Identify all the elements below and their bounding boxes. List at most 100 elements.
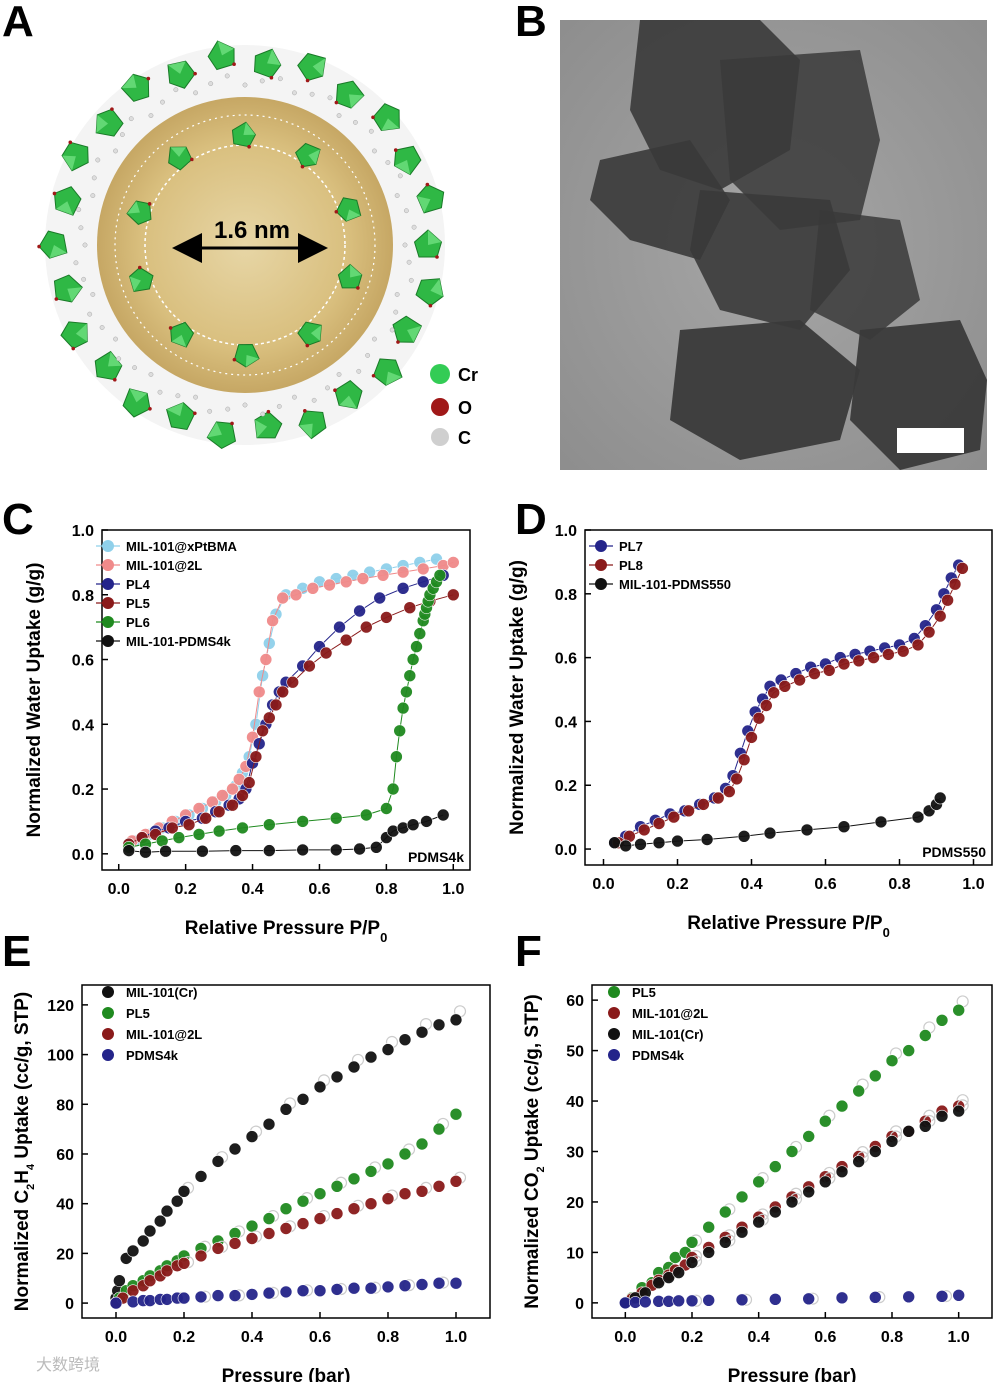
data-point <box>211 1289 225 1302</box>
pore-diameter-label: 1.6 nm <box>214 217 290 244</box>
data-point <box>296 1284 310 1297</box>
data-point <box>700 833 714 846</box>
data-point <box>262 844 276 857</box>
carbon-atom <box>132 365 137 371</box>
x-axis-title: Relative Pressure P/P0 <box>185 918 388 945</box>
data-point <box>896 644 910 658</box>
carbon-atom <box>309 91 315 97</box>
legend-marker <box>595 559 607 571</box>
data-point <box>835 1099 849 1113</box>
data-point <box>396 581 410 595</box>
data-point <box>768 1160 782 1173</box>
x-tick-label: 0.2 <box>681 1329 703 1346</box>
data-point <box>109 1296 123 1310</box>
data-point <box>802 1292 816 1306</box>
y-tick-label: 40 <box>566 1094 584 1111</box>
data-point <box>262 1227 276 1240</box>
carbon-atom <box>113 336 118 342</box>
data-point <box>449 1276 463 1290</box>
x-tick-label: 0.6 <box>308 881 330 898</box>
data-point <box>785 1145 799 1158</box>
data-point <box>415 1025 429 1039</box>
data-point <box>885 1054 899 1067</box>
data-point <box>236 789 249 802</box>
x-tick-label: 0.4 <box>740 876 762 893</box>
data-point <box>672 1294 686 1308</box>
data-point <box>330 1070 344 1084</box>
legend-marker <box>102 578 114 590</box>
y-tick-label: 0.8 <box>555 587 577 604</box>
series-line <box>128 575 441 848</box>
y-tick-label: 0.6 <box>72 653 94 670</box>
oxygen-atom <box>232 357 237 362</box>
y-axis-title-end: Uptake (cc/g, STP) <box>522 994 543 1166</box>
data-point <box>637 823 651 837</box>
cr-octahedron-face <box>255 419 268 438</box>
carbon-atom <box>325 385 330 391</box>
data-point <box>752 1215 766 1229</box>
data-point <box>228 1237 242 1250</box>
y-axis-title-subscript: 2 <box>25 1184 37 1190</box>
data-point <box>652 836 666 850</box>
data-point <box>432 1122 446 1136</box>
data-point <box>449 1013 463 1027</box>
data-point <box>671 834 684 848</box>
y-tick-label: 1.0 <box>555 523 577 540</box>
data-point <box>882 648 895 661</box>
carbon-atom <box>311 397 317 403</box>
cr-octahedron-face <box>381 118 400 131</box>
legend-label: MIL-101@2L <box>126 1027 202 1042</box>
plot-frame <box>101 529 471 871</box>
cr-octahedron-face <box>308 149 321 165</box>
data-point <box>376 568 390 582</box>
data-point <box>668 1251 682 1264</box>
y-tick-label: 60 <box>56 1147 74 1164</box>
data-point <box>400 685 413 699</box>
series-pl5 <box>618 995 969 1310</box>
carbon-atom <box>95 157 101 163</box>
y-tick-label: 40 <box>56 1197 74 1214</box>
cr-octahedron-face <box>350 264 362 278</box>
oxygen-atom <box>334 100 339 105</box>
legend-o-dot <box>431 398 449 416</box>
data-point <box>313 1187 327 1200</box>
data-point <box>139 845 152 859</box>
data-point <box>380 611 393 624</box>
data-point <box>364 1197 378 1210</box>
y-tick-label: 0.6 <box>555 651 577 668</box>
carbon-atom <box>78 225 84 231</box>
carbon-atom <box>87 311 93 317</box>
legend-marker <box>102 1007 114 1019</box>
data-point <box>778 679 792 693</box>
data-point <box>722 785 736 798</box>
y-tick-label: 0.8 <box>72 588 94 605</box>
cr-octahedron-face <box>171 334 187 348</box>
data-point <box>682 804 695 818</box>
legend: MIL-101(Cr) PL5 MIL-101@2L PDMS4k <box>102 985 202 1063</box>
y-tick-label: 0.2 <box>72 782 94 799</box>
data-point <box>685 1294 699 1308</box>
tem-particle <box>720 50 880 230</box>
series-pdms4k <box>618 1289 966 1310</box>
data-point <box>170 1194 184 1208</box>
data-point <box>386 782 400 796</box>
data-point <box>768 1293 782 1306</box>
cr-octahedron-face <box>267 49 281 66</box>
data-point <box>852 654 866 668</box>
data-point <box>228 1289 242 1302</box>
data-point <box>918 1120 932 1133</box>
oxygen-atom <box>110 107 114 111</box>
data-point <box>818 1114 832 1128</box>
y-axis-title: Normalized C2H4 Uptake (cc/g, STP) <box>12 992 37 1312</box>
data-point <box>236 821 249 835</box>
series-pl7 <box>608 558 966 850</box>
oxygen-atom <box>333 388 337 392</box>
data-point <box>330 1180 344 1193</box>
data-point <box>289 588 303 602</box>
legend-label: MIL-101(Cr) <box>126 985 198 1000</box>
data-point <box>398 1147 412 1161</box>
oxygen-atom <box>193 411 197 416</box>
data-point <box>711 791 725 805</box>
data-point <box>403 669 417 683</box>
